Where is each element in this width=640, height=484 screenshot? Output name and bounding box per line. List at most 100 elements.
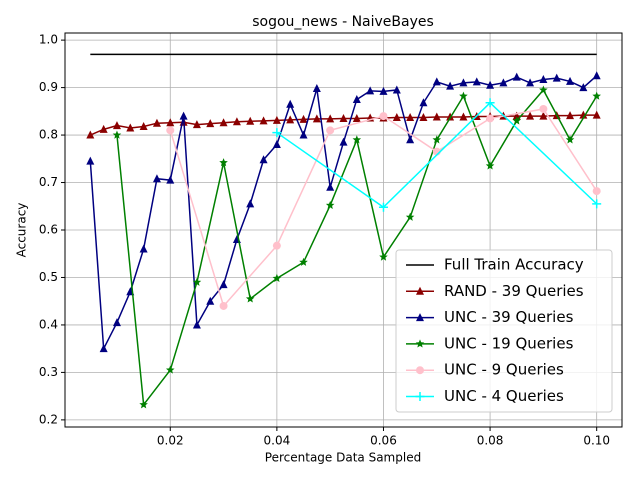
marker [446,81,455,90]
marker [485,98,495,108]
x-tick-label: 0.06 [370,434,397,448]
marker [326,182,335,191]
y-tick-label: 0.4 [39,317,58,331]
marker [326,114,335,123]
marker [139,244,148,253]
marker [419,98,428,107]
marker [592,199,602,209]
marker [472,77,481,86]
marker [405,212,415,221]
marker [86,130,95,139]
marker [406,135,415,144]
legend-label: UNC - 9 Queries [444,361,564,379]
marker [539,111,548,120]
marker [299,114,308,123]
marker [485,161,495,170]
marker [416,366,424,375]
marker [325,200,335,209]
marker [86,156,95,165]
marker [126,123,135,132]
legend-label: UNC - 39 Queries [444,308,574,326]
marker [566,76,575,85]
marker [152,118,161,127]
marker [379,86,388,95]
marker [219,280,228,289]
marker [339,137,348,146]
marker [219,301,228,310]
marker [419,112,428,121]
marker [539,85,548,94]
marker [192,120,201,129]
y-tick-label: 0.8 [39,128,58,142]
series-line [276,101,598,209]
marker [415,392,425,401]
marker [99,344,108,353]
marker [392,85,401,94]
marker [192,277,202,286]
marker [112,121,121,130]
legend-box [395,249,613,413]
marker [379,252,388,261]
marker [539,104,548,113]
marker [272,128,282,138]
legend-label: UNC - 4 Queries [444,387,564,405]
marker [459,78,468,87]
marker [286,99,295,108]
y-tick-label: 0.6 [39,223,58,237]
marker [312,114,321,123]
x-axis-label: Percentage Data Sampled [265,451,421,465]
marker [272,140,281,149]
x-tick-label: 0.04 [264,434,291,448]
marker [352,94,361,103]
marker [592,110,601,119]
marker [139,400,148,409]
x-tick-label: 0.02 [157,434,184,448]
marker [139,122,148,131]
marker [272,115,281,124]
marker [579,110,588,119]
marker [246,116,255,125]
marker [379,112,388,121]
marker [245,294,255,303]
marker [526,111,535,120]
marker [499,78,508,87]
marker [565,135,575,144]
marker [165,365,175,374]
marker [299,257,308,266]
marker [446,112,455,121]
marker [416,286,424,295]
marker [459,91,468,100]
x-tick-label: 0.10 [583,434,610,448]
marker [432,135,442,144]
marker [166,175,175,184]
marker [192,320,201,329]
marker [416,313,424,322]
marker [392,112,401,121]
marker [378,202,388,212]
marker [579,83,588,92]
marker [272,273,282,283]
legend-label: RAND - 39 Queries [444,282,584,300]
marker [592,91,601,100]
marker [272,241,281,250]
marker [539,75,548,84]
marker [286,115,295,124]
marker [406,112,415,121]
y-tick-label: 0.3 [39,365,58,379]
marker [219,118,228,127]
marker [152,174,161,183]
marker [352,135,362,144]
marker [219,158,228,167]
marker [526,78,535,87]
marker [259,116,268,125]
marker [99,124,108,133]
marker [512,116,522,125]
marker [259,155,268,164]
marker [339,113,348,122]
y-tick-label: 0.5 [39,270,58,284]
marker [592,71,601,80]
marker [415,339,425,348]
y-tick-label: 0.9 [39,80,58,94]
marker [112,318,121,327]
